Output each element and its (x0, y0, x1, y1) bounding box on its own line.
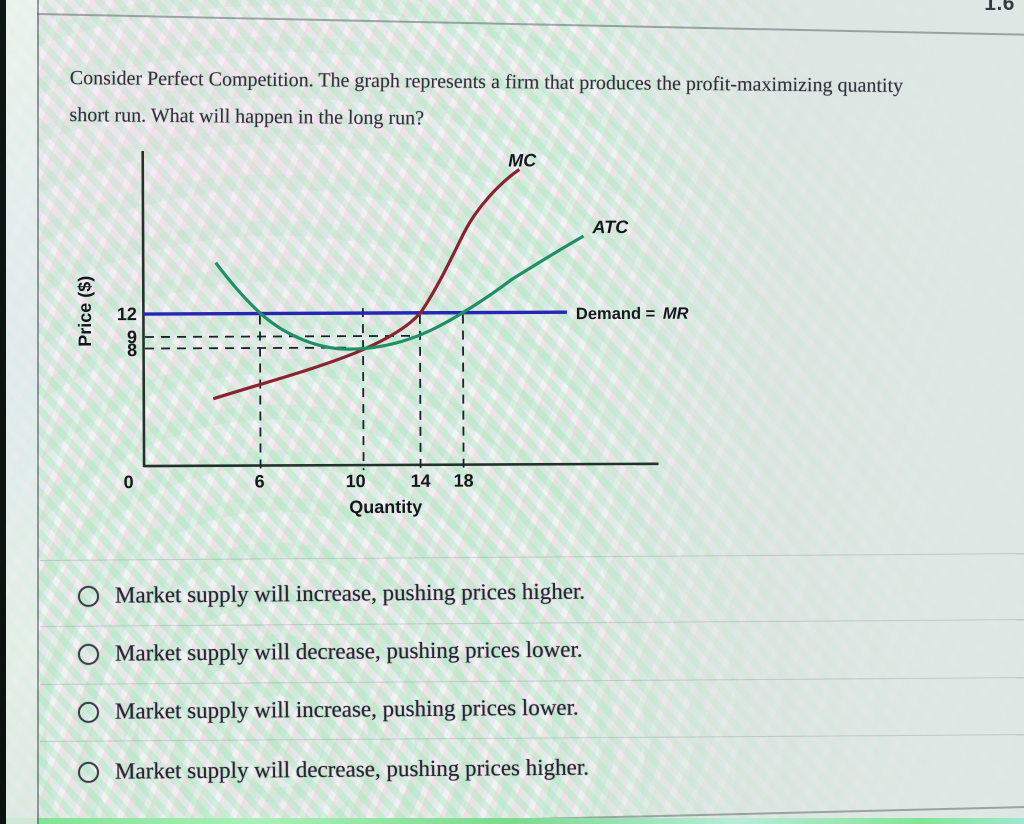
y-tick-12: 12 (117, 304, 137, 324)
screen-left-edge (0, 0, 6, 824)
radio-button-unselected[interactable] (77, 761, 100, 783)
guide-v-18 (462, 314, 465, 470)
x-tick-18: 18 (454, 471, 474, 491)
option-label: Market supply will increase, pushing pri… (114, 578, 586, 608)
guide-v-6 (259, 315, 262, 471)
x-tick-6: 6 (255, 472, 265, 492)
screen-left-divider (37, 0, 39, 824)
row-divider (39, 619, 1024, 627)
radio-button-unselected[interactable] (77, 585, 100, 607)
x-axis-line (143, 462, 659, 468)
dashed-guides (145, 308, 465, 471)
question-text: Consider Perfect Competition. The graph … (69, 60, 1020, 143)
status-indicator: 1.6 (984, 0, 1015, 15)
demand-mr-label: Demand = MR (576, 305, 689, 323)
demand-label-prefix: Demand = (576, 305, 660, 323)
guide-h-9 (145, 334, 413, 338)
answer-option-1[interactable]: Market supply will increase, pushing pri… (77, 576, 586, 612)
demand-mr-line (142, 310, 567, 316)
option-label: Market supply will increase, pushing pri… (114, 694, 579, 724)
mc-curve (212, 168, 521, 401)
x-tick-14: 14 (411, 471, 431, 491)
y-axis-line (141, 151, 146, 468)
guide-h-8 (145, 346, 353, 350)
x-tick-0: 0 (124, 472, 134, 492)
top-edge-line (36, 13, 1024, 36)
answer-option-2[interactable]: Market supply will decrease, pushing pri… (77, 634, 583, 670)
demand-label-mr: MR (663, 305, 689, 323)
y-tick-8: 8 (127, 340, 137, 360)
row-divider (39, 734, 1024, 742)
x-axis-title: Quantity (349, 497, 422, 517)
supply-demand-graph: MC ATC Demand = MR 12 9 8 0 6 10 14 18 Q… (59, 139, 701, 532)
y-tick-9: 9 (127, 327, 137, 347)
option-label: Market supply will decrease, pushing pri… (114, 636, 583, 666)
answer-option-3[interactable]: Market supply will increase, pushing pri… (77, 692, 579, 728)
guide-v-14 (419, 314, 422, 470)
screen-bottom-glow (0, 818, 1024, 824)
graph-svg: MC ATC Demand = MR 12 9 8 0 6 10 14 18 Q… (75, 150, 689, 517)
row-divider (39, 677, 1024, 685)
row-divider (39, 553, 1024, 561)
answer-option-4[interactable]: Market supply will decrease, pushing pri… (77, 752, 590, 788)
option-label: Market supply will decrease, pushing pri… (114, 754, 590, 784)
screen-left-band (6, 0, 37, 824)
radio-button-unselected[interactable] (77, 701, 100, 723)
x-tick-10: 10 (346, 471, 366, 491)
guide-v-10 (361, 308, 365, 471)
radio-button-unselected[interactable] (77, 643, 100, 665)
atc-label: ATC (591, 217, 629, 237)
atc-curve (214, 234, 585, 351)
mc-label: MC (508, 150, 537, 170)
y-axis-title: Price ($) (75, 276, 95, 347)
